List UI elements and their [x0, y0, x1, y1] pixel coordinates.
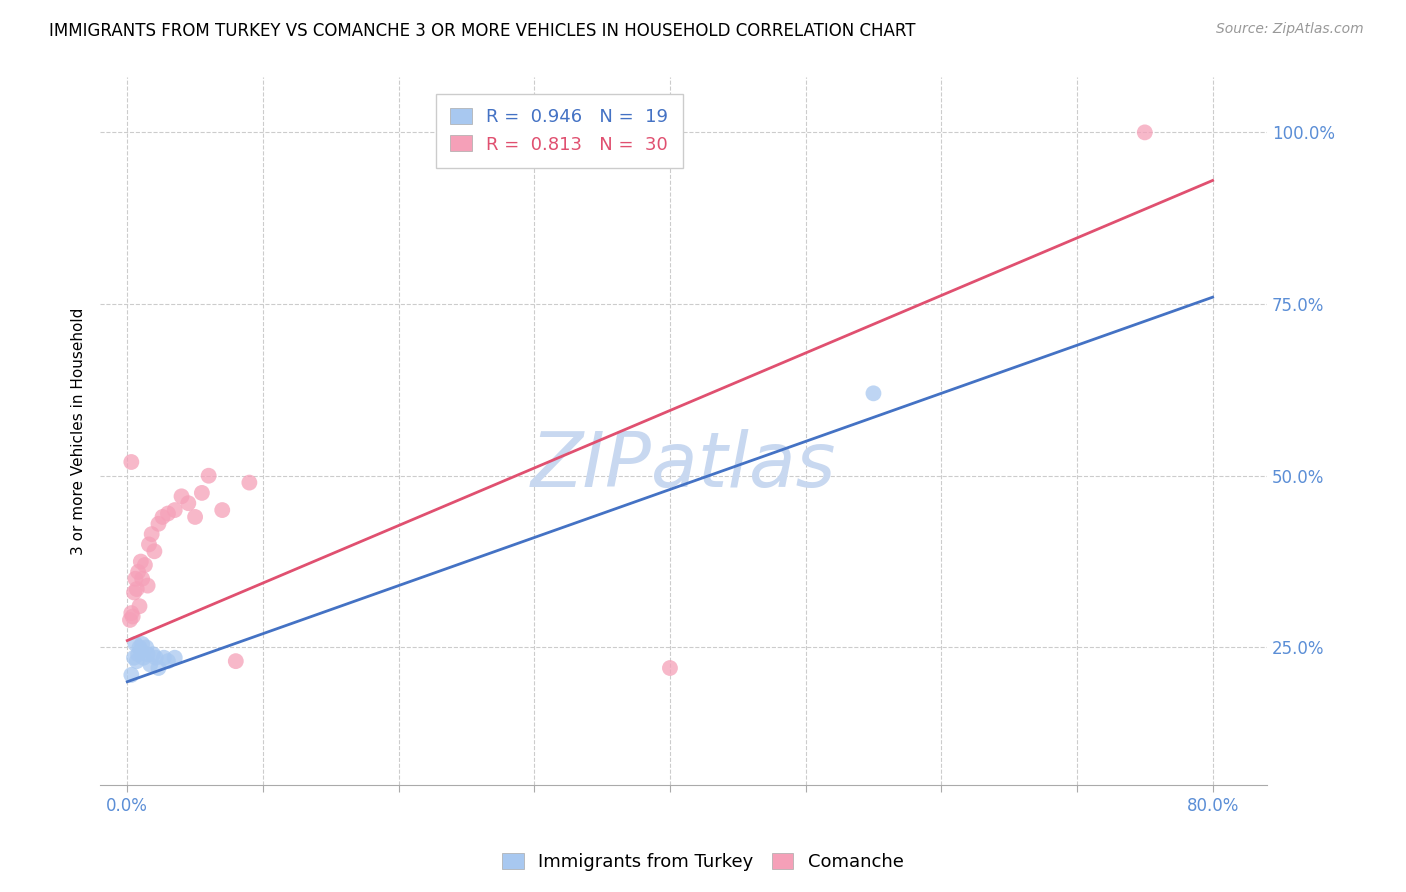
Point [127, 565, 149, 579]
Point [120, 606, 142, 620]
Point [132, 650, 155, 665]
Point [131, 572, 153, 586]
Legend: Immigrants from Turkey, Comanche: Immigrants from Turkey, Comanche [495, 846, 911, 879]
Point [124, 572, 146, 586]
Point [121, 609, 143, 624]
Point [148, 661, 170, 675]
Point [238, 475, 260, 490]
Text: IMMIGRANTS FROM TURKEY VS COMANCHE 3 OR MORE VEHICLES IN HOUSEHOLD CORRELATION C: IMMIGRANTS FROM TURKEY VS COMANCHE 3 OR … [49, 22, 915, 40]
Point [120, 668, 142, 682]
Point [1133, 125, 1156, 139]
Point [129, 644, 152, 658]
Point [153, 650, 176, 665]
Point [138, 537, 160, 551]
Point [128, 599, 150, 614]
Point [145, 650, 167, 665]
Point [177, 496, 200, 510]
Point [143, 544, 166, 558]
Point [134, 558, 156, 572]
Point [152, 510, 174, 524]
Point [124, 637, 146, 651]
Point [197, 468, 219, 483]
Point [163, 650, 186, 665]
Text: Source: ZipAtlas.com: Source: ZipAtlas.com [1216, 22, 1364, 37]
Point [120, 455, 142, 469]
Point [129, 555, 152, 569]
Y-axis label: 3 or more Vehicles in Household: 3 or more Vehicles in Household [72, 308, 86, 555]
Point [141, 527, 163, 541]
Legend: R =  0.946   N =  19, R =  0.813   N =  30: R = 0.946 N = 19, R = 0.813 N = 30 [436, 94, 683, 168]
Point [125, 582, 148, 596]
Point [170, 489, 193, 503]
Point [142, 647, 165, 661]
Point [862, 386, 884, 401]
Point [122, 585, 145, 599]
Point [148, 516, 170, 531]
Point [658, 661, 681, 675]
Point [136, 579, 159, 593]
Point [127, 647, 149, 661]
Point [139, 657, 162, 672]
Point [131, 637, 153, 651]
Text: ZIPatlas: ZIPatlas [531, 429, 837, 503]
Point [156, 654, 179, 668]
Point [125, 654, 148, 668]
Point [163, 503, 186, 517]
Point [128, 640, 150, 655]
Point [225, 654, 247, 668]
Point [156, 507, 179, 521]
Point [211, 503, 233, 517]
Point [184, 510, 207, 524]
Point [136, 647, 159, 661]
Point [122, 650, 145, 665]
Point [191, 486, 214, 500]
Point [135, 640, 157, 655]
Point [118, 613, 141, 627]
